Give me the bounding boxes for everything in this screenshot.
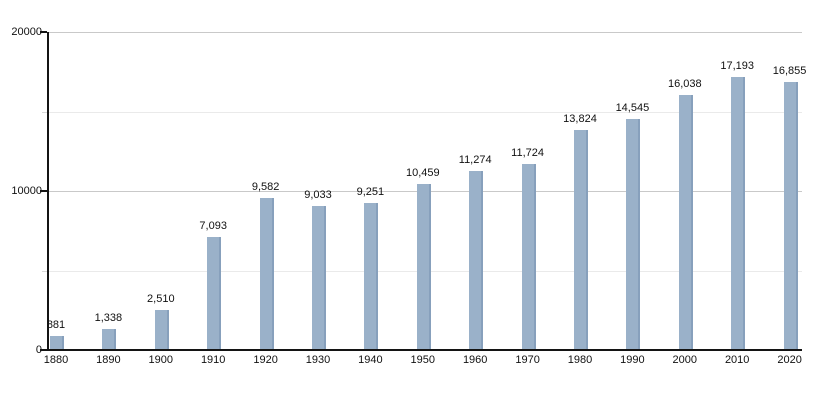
y-axis-tick — [40, 190, 47, 192]
bar-value-label: 9,251 — [356, 186, 385, 198]
y-gridline-major — [48, 31, 802, 33]
bar-value-label: 11,724 — [511, 147, 544, 159]
x-tick-label: 1990 — [620, 354, 645, 366]
bar — [154, 310, 169, 350]
bar — [574, 130, 588, 350]
bar-value-label: 7,093 — [199, 220, 227, 232]
x-tick-label: 2000 — [672, 354, 698, 366]
y-axis-tick — [40, 349, 47, 351]
bar-value-label: 2,510 — [147, 293, 175, 305]
x-tick-label: 1920 — [253, 354, 278, 366]
x-tick-label: 1930 — [305, 354, 331, 366]
bar-value-label: 16,038 — [667, 78, 702, 90]
x-tick-label: 2010 — [724, 354, 750, 366]
bar-value-label: 13,824 — [563, 113, 597, 125]
bar-value-label: 1,338 — [94, 312, 123, 324]
bar-value-label: 17,193 — [720, 60, 755, 72]
bar-value-label: 14,545 — [615, 102, 650, 114]
bar — [207, 237, 222, 350]
x-tick-label: 2020 — [777, 354, 802, 366]
x-tick-label: 1890 — [96, 354, 121, 366]
bar-value-label: 16,855 — [772, 65, 807, 77]
y-axis-line — [47, 32, 49, 350]
x-tick-label: 1980 — [567, 354, 593, 366]
bar-value-label: 9,033 — [304, 189, 332, 201]
bar-value-label: 9,582 — [251, 181, 280, 193]
y-tick-label: 20000 — [11, 26, 42, 38]
x-tick-label: 1880 — [43, 354, 69, 366]
bar — [312, 206, 326, 350]
bar — [521, 164, 536, 350]
y-tick-label: 10000 — [11, 185, 42, 197]
y-axis-minor-tick — [42, 111, 47, 113]
bar — [469, 171, 484, 350]
x-tick-label: 1910 — [200, 354, 226, 366]
y-axis-tick — [40, 31, 47, 33]
bar — [678, 95, 693, 350]
bar — [731, 77, 746, 350]
x-tick-label: 1900 — [148, 354, 174, 366]
bar — [364, 203, 379, 350]
x-tick-label: 1940 — [358, 354, 383, 366]
x-axis-line — [47, 349, 802, 351]
bar — [626, 119, 641, 350]
y-axis-minor-tick — [42, 270, 47, 272]
bar — [102, 329, 117, 350]
y-tick-label: 0 — [35, 344, 42, 356]
x-tick-label: 1950 — [410, 354, 436, 366]
bar-value-label: 881 — [46, 319, 66, 331]
x-tick-label: 1970 — [515, 354, 540, 366]
bar-value-label: 11,274 — [458, 154, 492, 166]
bar — [50, 336, 64, 350]
plot-area: 881 1880 1,338 1890 2,510 1900 7,093 1910 9,582 1… — [40, 31, 806, 366]
bar — [783, 82, 798, 350]
y-gridline-minor — [48, 111, 802, 113]
bar — [416, 184, 431, 350]
bar-value-label: 10,459 — [405, 167, 440, 179]
x-tick-label: 1960 — [462, 354, 488, 366]
bar — [259, 198, 274, 350]
